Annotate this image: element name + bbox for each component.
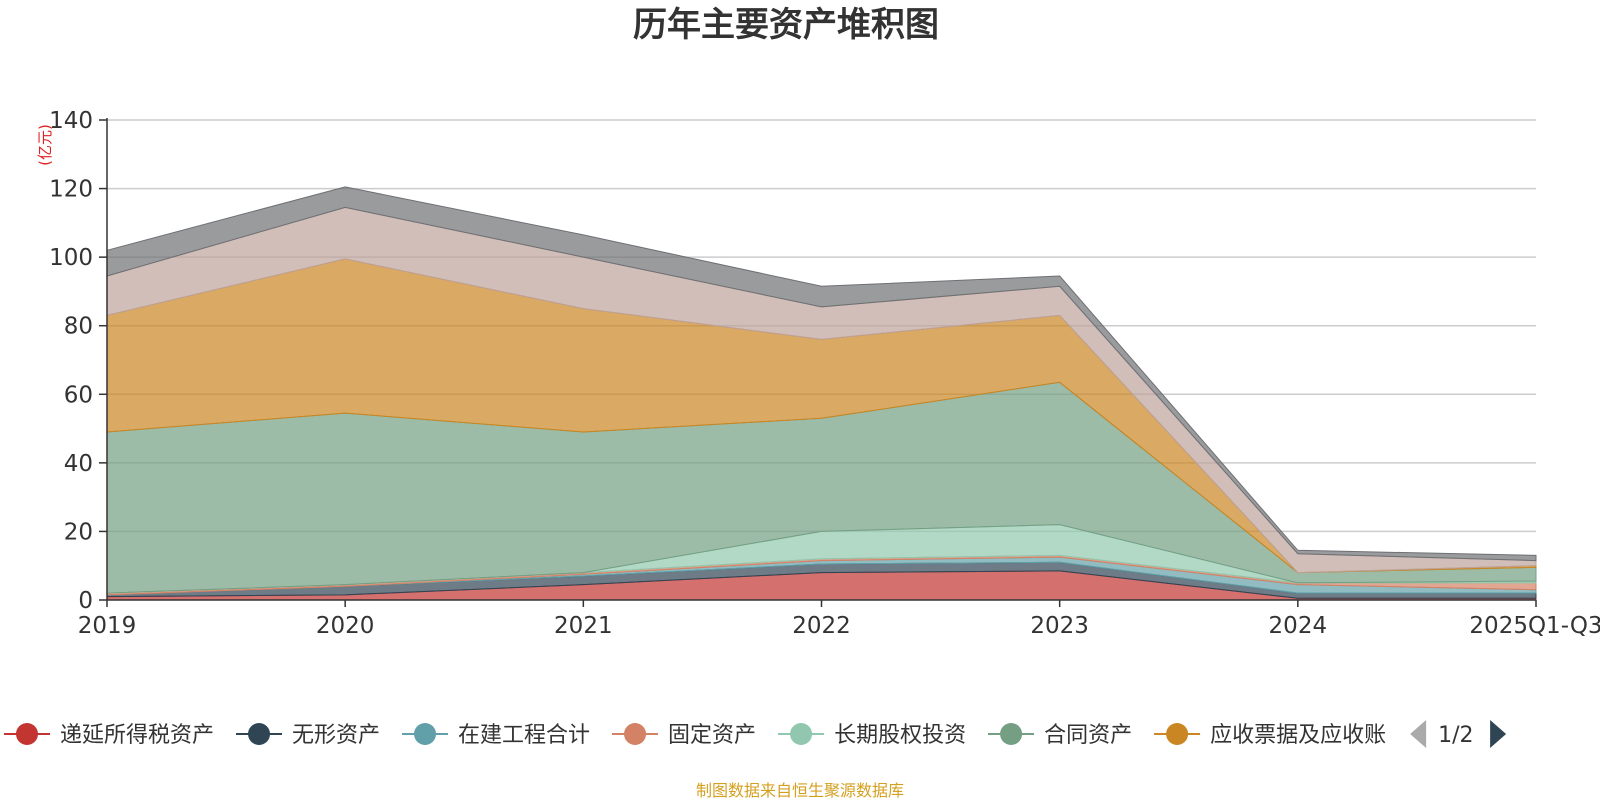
x-tick-label: 2023 — [1030, 613, 1089, 639]
legend-dot-icon — [248, 723, 271, 745]
x-tick-label: 2022 — [792, 613, 851, 639]
y-tick-label: 80 — [64, 314, 93, 340]
chart-title: 历年主要资产堆积图 — [633, 5, 939, 45]
legend-dot-icon — [414, 723, 437, 745]
legend-dot-icon — [790, 723, 813, 745]
legend-dot-icon — [1000, 723, 1023, 745]
x-tick-label: 2019 — [78, 613, 137, 639]
legend-prev-arrow-icon[interactable] — [1410, 720, 1427, 748]
y-tick-label: 60 — [64, 382, 93, 408]
legend-pager: 1/2 — [1410, 720, 1507, 748]
legend-dot-icon — [16, 723, 38, 745]
series-areas — [106, 186, 1537, 601]
legend-page-indicator: 1/2 — [1438, 723, 1473, 748]
legend-item[interactable]: 固定资产 — [612, 723, 756, 748]
y-tick-label: 120 — [49, 177, 93, 203]
legend-item[interactable]: 无形资产 — [236, 723, 380, 748]
area-series-8 — [106, 186, 1537, 562]
y-tick-label: 0 — [78, 588, 93, 614]
axes: 0 20 40 60 80 100 120 140 2019 2020 2021 2022 2023 20… — [49, 108, 1600, 639]
legend-next-arrow-icon[interactable] — [1490, 720, 1507, 748]
y-axis-unit-label: (亿元) — [36, 124, 54, 166]
legend-item[interactable]: 在建工程合计 — [402, 723, 590, 748]
x-tick-label: 2025Q1-Q3 — [1469, 613, 1600, 639]
legend-label: 合同资产 — [1044, 723, 1132, 748]
x-tick-label: 2020 — [316, 613, 375, 639]
legend-label: 无形资产 — [292, 723, 380, 748]
legend-label: 长期股权投资 — [834, 723, 966, 748]
y-tick-label: 100 — [49, 245, 93, 271]
legend-label: 固定资产 — [668, 723, 756, 748]
legend-label: 递延所得税资产 — [60, 723, 214, 748]
source-note: 制图数据来自恒生聚源数据库 — [696, 781, 904, 800]
y-tick-label: 20 — [64, 519, 93, 545]
legend: 递延所得税资产 无形资产 在建工程合计 固定资产 长期股权投资 合同资产 应收票据及应收账 1… — [4, 720, 1507, 748]
y-tick-label: 140 — [49, 108, 93, 134]
legend-dot-icon — [624, 723, 647, 745]
x-tick-label: 2024 — [1269, 613, 1328, 639]
legend-item[interactable]: 应收票据及应收账 — [1154, 723, 1386, 748]
x-tick-label: 2021 — [554, 613, 613, 639]
legend-item[interactable]: 递延所得税资产 — [4, 723, 214, 748]
legend-item[interactable]: 长期股权投资 — [778, 723, 966, 748]
legend-item[interactable]: 合同资产 — [988, 723, 1132, 748]
y-tick-label: 40 — [64, 451, 93, 477]
legend-label: 在建工程合计 — [458, 723, 590, 748]
legend-label: 应收票据及应收账 — [1210, 723, 1386, 748]
legend-dot-icon — [1166, 723, 1189, 745]
